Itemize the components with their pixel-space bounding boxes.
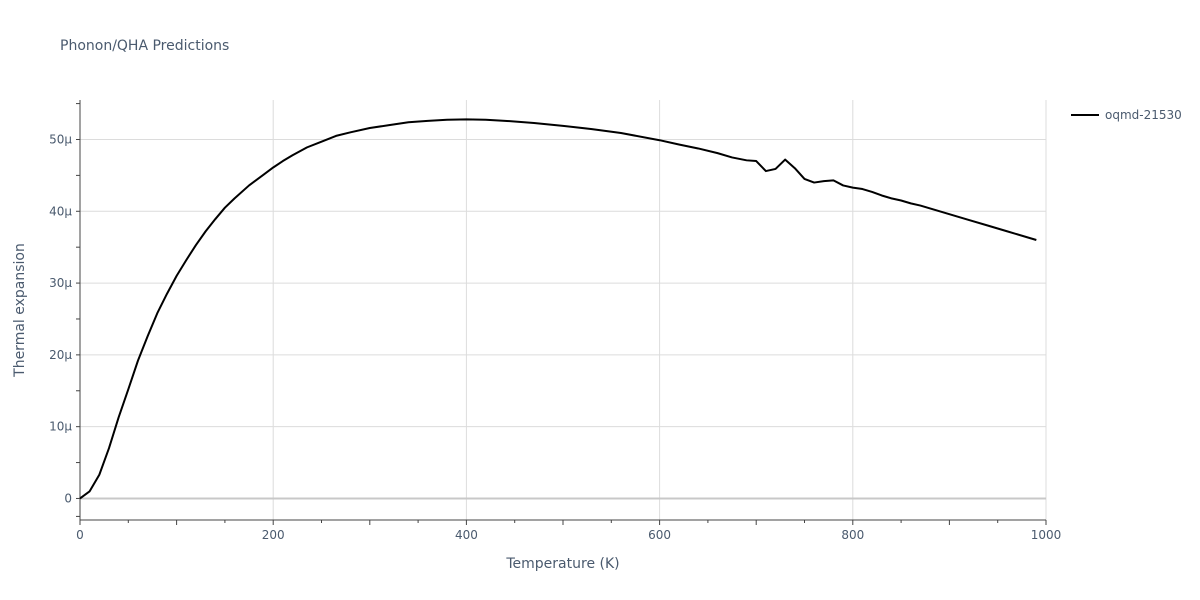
series-layer — [79, 118, 1037, 500]
series-line — [79, 118, 1037, 500]
x-tick-label: 1000 — [1031, 528, 1062, 542]
chart-title: Phonon/QHA Predictions — [60, 38, 229, 54]
legend-label: oqmd-21530 — [1105, 108, 1182, 122]
y-tick-label: 50μ — [49, 132, 72, 146]
y-tick-label: 30μ — [49, 276, 72, 290]
y-axis-title: Thermal expansion — [12, 243, 28, 378]
x-tick-label: 800 — [841, 528, 864, 542]
x-tick-label: 400 — [455, 528, 478, 542]
axes — [76, 100, 1047, 525]
x-tick-labels: 0 200 400 600 800 1000 — [76, 528, 1061, 542]
y-tick-label: 0 — [64, 491, 72, 505]
x-axis-title: Temperature (K) — [505, 556, 619, 572]
x-tick-label: 200 — [262, 528, 285, 542]
y-tick-labels: 0 10μ 20μ 30μ 40μ 50μ — [49, 132, 72, 505]
x-tick-label: 600 — [648, 528, 671, 542]
x-tick-label: 0 — [76, 528, 84, 542]
y-grid — [80, 138, 1046, 500]
y-tick-label: 40μ — [49, 204, 72, 218]
y-tick-label: 10μ — [49, 420, 72, 434]
legend[interactable]: oqmd-21530 — [1071, 108, 1182, 122]
x-grid — [272, 100, 1047, 520]
y-tick-label: 20μ — [49, 348, 72, 362]
